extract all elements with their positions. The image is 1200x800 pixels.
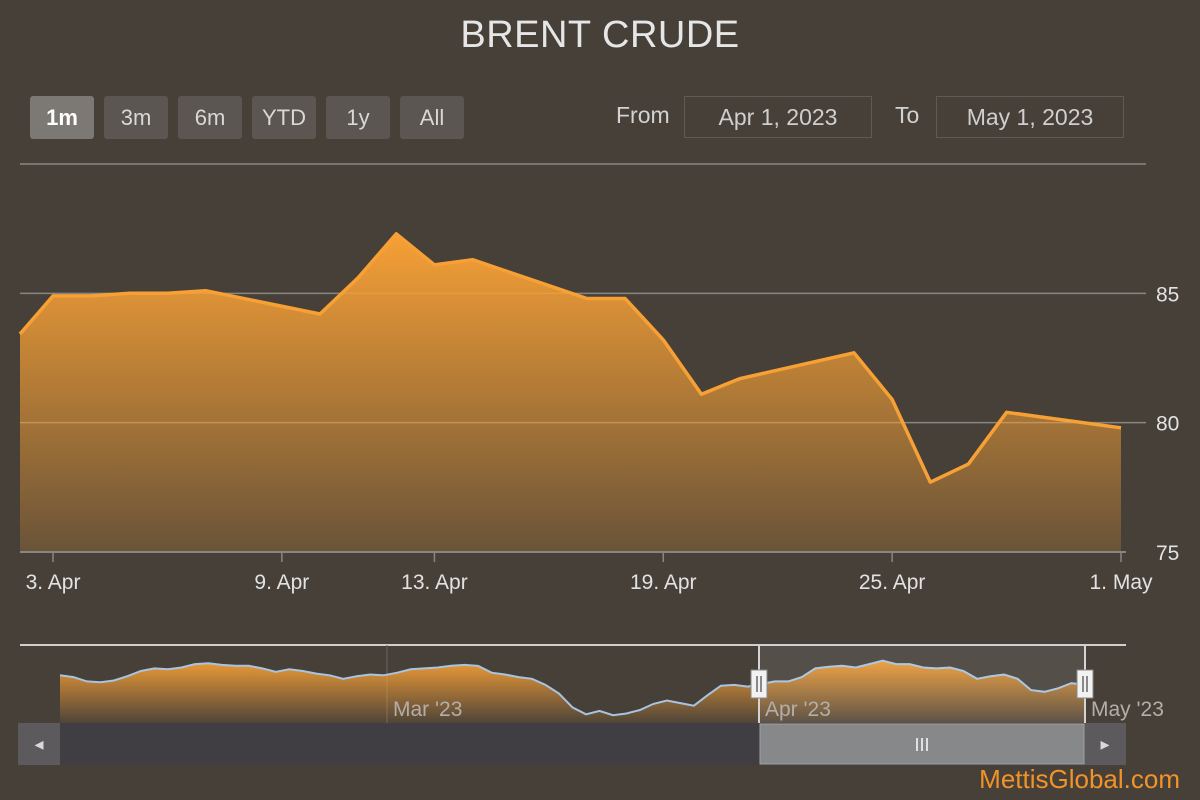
- navigator-handle-right[interactable]: [1076, 669, 1094, 699]
- navigator[interactable]: Mar '23 Apr '23 May '23: [20, 644, 1164, 765]
- chart-title: BRENT CRUDE: [460, 14, 740, 56]
- x-tick-label: 13. Apr: [401, 571, 468, 594]
- navigator-area: [60, 660, 1085, 723]
- navigator-label-apr: Apr '23: [765, 698, 831, 721]
- scrollbar-grip-icon: III: [914, 735, 929, 755]
- series-line[interactable]: [18, 232, 1122, 484]
- scrollbar[interactable]: ◂ ▸ III: [18, 723, 1126, 765]
- navigator-line: [59, 659, 1086, 717]
- navigator-series: [59, 659, 1086, 723]
- credit-link[interactable]: MettisGlobal.com: [979, 764, 1180, 794]
- scroll-left-arrow-icon: ◂: [34, 734, 43, 754]
- scrollbar-thumb[interactable]: [759, 723, 1085, 765]
- x-tick-label: 19. Apr: [630, 571, 697, 594]
- x-tick-label: 1. May: [1089, 571, 1153, 594]
- to-label: To: [895, 102, 920, 128]
- scrollbar-left-button[interactable]: [18, 723, 60, 765]
- x-tick-label: 25. Apr: [859, 571, 926, 594]
- range-button-1y[interactable]: 1y: [326, 96, 390, 139]
- series-area-fill: [20, 233, 1121, 553]
- x-axis: 3. Apr 9. Apr 13. Apr 19. Apr 25. Apr 1. May: [26, 552, 1153, 594]
- range-button-all[interactable]: All: [400, 96, 464, 139]
- navigator-selected-range[interactable]: [759, 645, 1085, 723]
- scrollbar-right-button[interactable]: [1084, 723, 1126, 765]
- y-tick-label: 75: [1156, 542, 1179, 565]
- from-label: From: [616, 102, 670, 128]
- y-axis: 75 80 85: [1156, 283, 1179, 565]
- scroll-right-arrow-icon: ▸: [1100, 734, 1109, 754]
- y-tick-label: 80: [1156, 413, 1179, 436]
- range-button-ytd[interactable]: YTD: [252, 96, 316, 139]
- range-button-1m[interactable]: 1m: [30, 96, 94, 139]
- x-tick-label: 3. Apr: [26, 571, 81, 594]
- range-button-6m[interactable]: 6m: [178, 96, 242, 139]
- range-button-3m[interactable]: 3m: [104, 96, 168, 139]
- y-tick-label: 85: [1156, 283, 1179, 306]
- plot-area: [18, 232, 1122, 553]
- to-date-input[interactable]: [936, 96, 1124, 138]
- navigator-label-mar: Mar '23: [393, 698, 462, 721]
- navigator-label-may: May '23: [1091, 698, 1164, 721]
- from-date-input[interactable]: [684, 96, 872, 138]
- navigator-handle-left[interactable]: [750, 669, 768, 699]
- x-tick-label: 9. Apr: [254, 571, 309, 594]
